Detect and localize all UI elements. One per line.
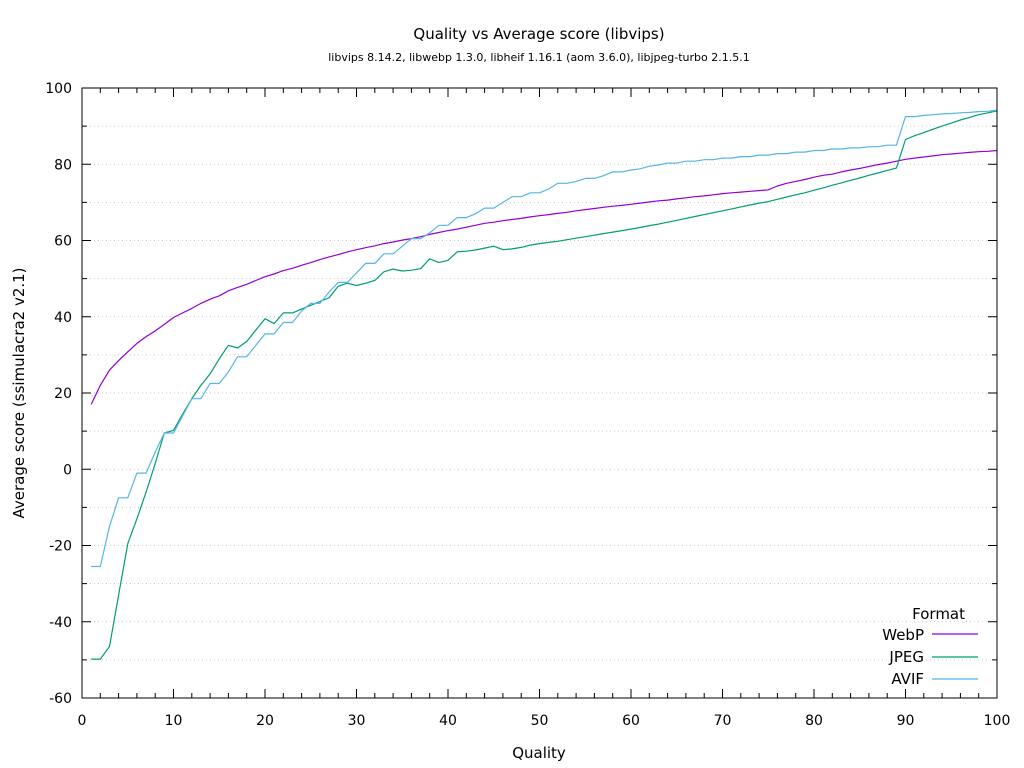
x-tick-label: 0: [78, 713, 87, 729]
y-tick-label: 40: [54, 310, 72, 326]
legend-entry-webp: WebP: [882, 626, 978, 644]
legend: Format WebP JPEG AVIF: [882, 605, 978, 688]
plot-frame: [81, 87, 998, 699]
y-axis-label: Average score (ssimulacra2 v2.1): [10, 267, 28, 518]
y-tick-label: 0: [63, 462, 72, 478]
x-tick-label: 100: [984, 713, 1011, 729]
series-line-jpeg: [91, 110, 998, 660]
legend-label-webp: WebP: [882, 626, 924, 644]
gridlines: [82, 125, 997, 661]
legend-title: Format: [912, 605, 965, 623]
x-axis-label: Quality: [512, 744, 566, 762]
legend-entry-jpeg: JPEG: [888, 648, 978, 666]
chart-subtitle: libvips 8.14.2, libwebp 1.3.0, libheif 1…: [328, 51, 750, 64]
legend-label-jpeg: JPEG: [888, 648, 924, 666]
y-tick-label: 20: [54, 386, 72, 402]
legend-label-avif: AVIF: [891, 670, 924, 688]
legend-entry-avif: AVIF: [891, 670, 978, 688]
x-tick-label: 30: [348, 713, 366, 729]
series-lines: [90, 109, 998, 660]
x-tick-label: 60: [622, 713, 640, 729]
x-tick-label: 20: [256, 713, 274, 729]
y-tick-label: 60: [54, 234, 72, 250]
x-tick-label: 70: [714, 713, 732, 729]
x-tick-label: 10: [165, 713, 183, 729]
y-tick-label: -40: [49, 615, 72, 631]
y-tick-label: 80: [54, 157, 72, 173]
chart-title: Quality vs Average score (libvips): [413, 25, 664, 43]
x-tick-label: 90: [897, 713, 915, 729]
x-tick-label: 50: [531, 713, 549, 729]
series-line-webp: [90, 149, 998, 405]
x-tick-label: 80: [805, 713, 823, 729]
axis-ticks: -60 -40 -20 0 20 40 60 80 100 0 10 20 30 40 50 60 70 80 90…: [45, 81, 1010, 729]
series-line-avif: [91, 109, 998, 568]
y-tick-label: -20: [49, 539, 72, 555]
x-tick-label: 40: [439, 713, 457, 729]
y-tick-label: -60: [49, 691, 72, 707]
y-tick-label: 100: [45, 81, 72, 97]
